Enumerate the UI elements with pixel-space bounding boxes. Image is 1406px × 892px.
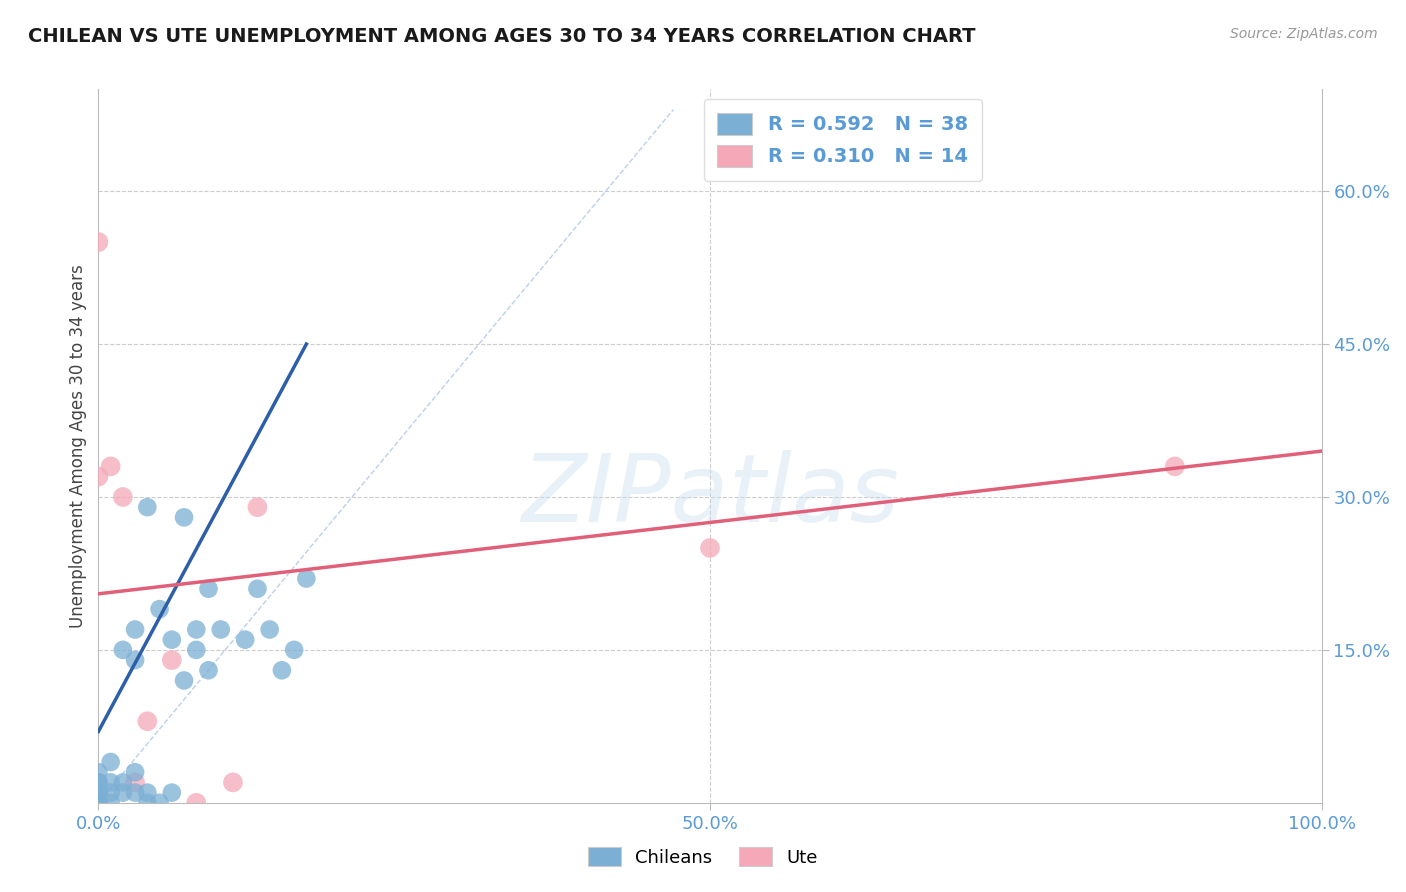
Point <box>124 653 146 667</box>
Point <box>246 500 269 515</box>
Point <box>149 602 172 616</box>
Point <box>87 796 110 810</box>
Point <box>173 510 195 524</box>
Point <box>87 786 110 800</box>
Point <box>160 632 183 647</box>
Point <box>87 469 110 483</box>
Point <box>87 765 110 780</box>
Legend: R = 0.592   N = 38, R = 0.310   N = 14: R = 0.592 N = 38, R = 0.310 N = 14 <box>704 99 981 181</box>
Point <box>111 490 134 504</box>
Point <box>160 653 183 667</box>
Point <box>87 796 110 810</box>
Point <box>186 796 208 810</box>
Point <box>246 582 269 596</box>
Point <box>87 775 110 789</box>
Point <box>259 623 281 637</box>
Point <box>136 796 159 810</box>
Point <box>100 459 122 474</box>
Point <box>124 765 146 780</box>
Point <box>124 786 146 800</box>
Point <box>186 623 208 637</box>
Point <box>87 786 110 800</box>
Point <box>136 500 159 515</box>
Point <box>87 775 110 789</box>
Point <box>100 775 122 789</box>
Y-axis label: Unemployment Among Ages 30 to 34 years: Unemployment Among Ages 30 to 34 years <box>69 264 87 628</box>
Point <box>87 235 110 249</box>
Point <box>186 643 208 657</box>
Point <box>136 714 159 729</box>
Point <box>295 572 318 586</box>
Point <box>100 786 122 800</box>
Point <box>136 786 159 800</box>
Point <box>111 775 134 789</box>
Point <box>149 796 172 810</box>
Point <box>283 643 305 657</box>
Text: Source: ZipAtlas.com: Source: ZipAtlas.com <box>1230 27 1378 41</box>
Point <box>1164 459 1187 474</box>
Point <box>197 663 219 677</box>
Point <box>124 623 146 637</box>
Point <box>87 786 110 800</box>
Point <box>233 632 256 647</box>
Point <box>87 796 110 810</box>
Point <box>124 775 146 789</box>
Legend: Chileans, Ute: Chileans, Ute <box>581 840 825 874</box>
Point <box>699 541 721 555</box>
Point <box>100 755 122 769</box>
Point <box>160 786 183 800</box>
Point <box>100 796 122 810</box>
Point <box>222 775 245 789</box>
Point <box>209 623 232 637</box>
Point <box>111 643 134 657</box>
Point <box>173 673 195 688</box>
Text: CHILEAN VS UTE UNEMPLOYMENT AMONG AGES 30 TO 34 YEARS CORRELATION CHART: CHILEAN VS UTE UNEMPLOYMENT AMONG AGES 3… <box>28 27 976 45</box>
Point <box>197 582 219 596</box>
Text: ZIPatlas: ZIPatlas <box>522 450 898 541</box>
Point <box>270 663 294 677</box>
Point <box>111 786 134 800</box>
